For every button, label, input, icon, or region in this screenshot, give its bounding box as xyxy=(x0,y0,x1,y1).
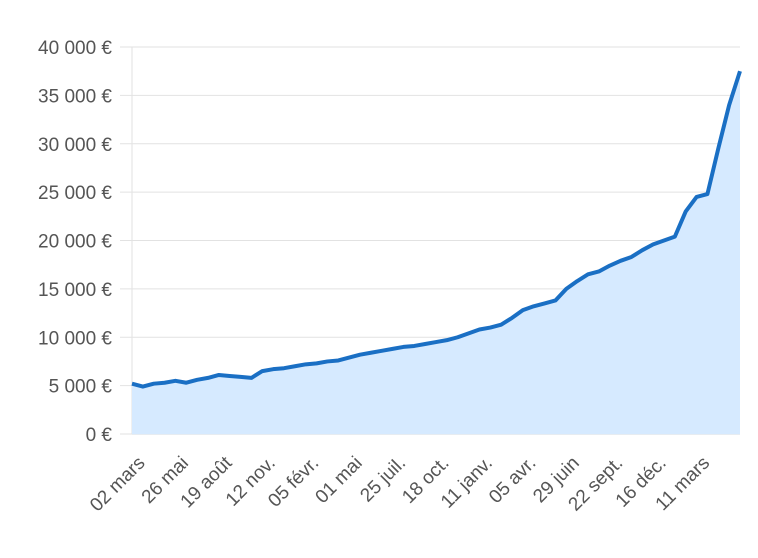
y-tick-label: 15 000 € xyxy=(38,280,112,301)
x-tick-label: 05 avr. xyxy=(485,453,540,508)
y-tick-label: 25 000 € xyxy=(38,183,112,204)
y-tick-label: 30 000 € xyxy=(38,135,112,156)
y-tick-label: 5 000 € xyxy=(49,377,113,398)
y-tick-label: 0 € xyxy=(86,425,113,446)
line xyxy=(131,70,742,389)
y-tick-label: 40 000 € xyxy=(38,38,112,59)
x-tick-label: 01 mai xyxy=(312,453,367,508)
area-fill xyxy=(132,71,740,434)
x-tick-label: 02 mars xyxy=(86,453,149,516)
y-tick-label: 35 000 € xyxy=(38,86,112,107)
x-tick-label: 25 juil. xyxy=(356,453,410,507)
y-tick-label: 20 000 € xyxy=(38,232,112,253)
y-tick-label: 10 000 € xyxy=(38,328,112,349)
